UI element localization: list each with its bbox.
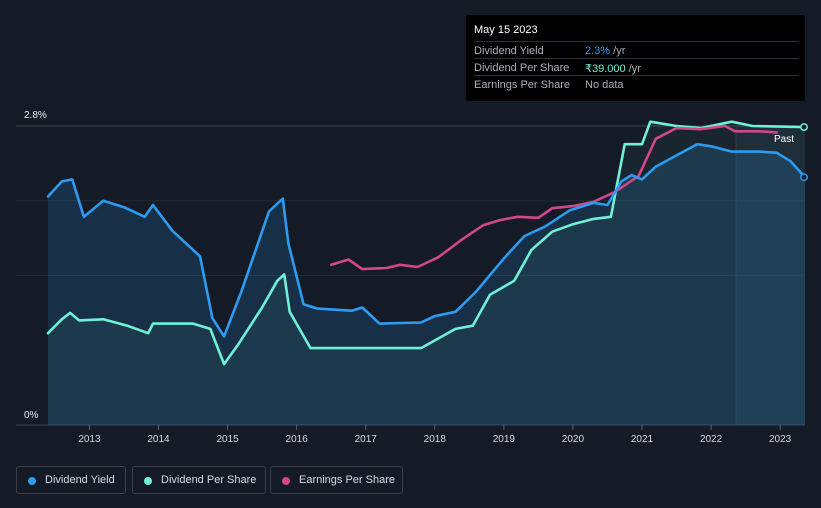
x-tick-label: 2018 [424, 434, 447, 445]
legend-dividend-yield[interactable]: Dividend Yield [16, 466, 126, 494]
end-marker-dividend-yield [800, 173, 808, 182]
legend-label: Dividend Yield [45, 474, 115, 486]
legend-label: Dividend Per Share [161, 474, 257, 486]
line-dividend-per-share [46, 120, 807, 366]
end-marker-dividend-per-share [800, 123, 808, 132]
past-label: Past [774, 134, 794, 145]
tooltip-row-dividend-per-share: Dividend Per Share ₹39.000 /yr [474, 58, 799, 76]
legend-label: Earnings Per Share [299, 474, 395, 486]
tooltip-label: Dividend Yield [474, 45, 544, 57]
legend-earnings-per-share[interactable]: Earnings Per Share [270, 466, 403, 494]
x-tick-label: 2021 [631, 434, 654, 445]
y-axis-top-label: 2.8% [24, 110, 47, 121]
x-tick-label: 2014 [147, 434, 170, 445]
unit: /yr [625, 63, 641, 75]
tooltip-date: May 15 2023 [474, 24, 538, 36]
tooltip-row-dividend-yield: Dividend Yield 2.3% /yr [474, 41, 799, 59]
dividend-per-share-value: ₹39.000 [585, 63, 626, 75]
x-tick-label: 2022 [700, 434, 723, 445]
x-tick-label: 2020 [562, 434, 585, 445]
x-tick-label: 2017 [355, 434, 378, 445]
unit: /yr [610, 45, 626, 57]
area-dividend-yield [48, 144, 805, 425]
x-tick-label: 2016 [286, 434, 309, 445]
legend-dot-icon [28, 477, 36, 485]
tooltip-value: ₹39.000 /yr [585, 62, 641, 75]
line-earnings-per-share [329, 124, 778, 271]
y-axis-bottom-label: 0% [24, 410, 39, 421]
x-tick-label: 2023 [769, 434, 792, 445]
tooltip-label: Dividend Per Share [474, 62, 570, 74]
x-tick-label: 2019 [493, 434, 516, 445]
tooltip-row-earnings-per-share: Earnings Per Share No data [474, 75, 799, 93]
tooltip-value: 2.3% /yr [585, 45, 625, 57]
legend-dividend-per-share[interactable]: Dividend Per Share [132, 466, 266, 494]
legend-dot-icon [282, 477, 290, 485]
line-dividend-yield [46, 142, 807, 338]
hover-tooltip: May 15 2023 Dividend Yield 2.3% /yr Divi… [466, 15, 805, 101]
x-tick-label: 2015 [216, 434, 239, 445]
x-tick-label: 2013 [78, 434, 101, 445]
earnings-per-share-value: No data [585, 79, 624, 91]
tooltip-label: Earnings Per Share [474, 79, 570, 91]
legend-dot-icon [144, 477, 152, 485]
dividend-yield-value: 2.3% [585, 45, 611, 57]
